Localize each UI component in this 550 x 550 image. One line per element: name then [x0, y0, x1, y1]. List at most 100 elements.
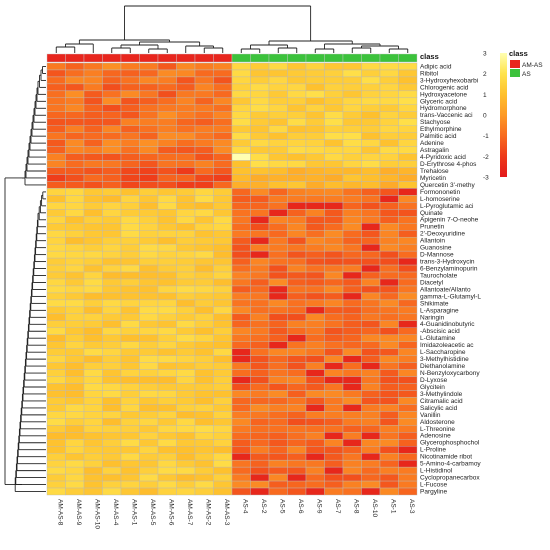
- heatmap-cell: [324, 452, 344, 461]
- heatmap-cell: [176, 466, 196, 475]
- heatmap-cell: [250, 167, 270, 175]
- class-bar-cell: [120, 53, 140, 63]
- heatmap-cell: [287, 271, 307, 280]
- heatmap-cell: [102, 473, 122, 482]
- heatmap-cell: [361, 271, 381, 280]
- heatmap-cell: [361, 181, 381, 189]
- heatmap-cell: [398, 432, 418, 440]
- heatmap-cell: [342, 202, 362, 210]
- column-label: AS-9: [315, 499, 322, 514]
- heatmap-cell: [120, 285, 140, 294]
- heatmap-cell: [65, 411, 85, 419]
- heatmap-cell: [120, 167, 140, 175]
- heatmap-cell: [231, 257, 251, 266]
- heatmap-cell: [213, 146, 233, 154]
- heatmap-cell: [176, 264, 196, 273]
- heatmap-cell: [83, 348, 103, 356]
- heatmap-cell: [176, 404, 196, 412]
- heatmap-cell: [379, 195, 399, 203]
- heatmap-cell: [342, 62, 362, 71]
- heatmap-cell: [342, 118, 362, 126]
- heatmap-cell: [102, 125, 122, 133]
- heatmap-cell: [398, 216, 418, 224]
- heatmap-cell: [139, 216, 159, 224]
- heatmap-cell: [139, 139, 159, 147]
- heatmap-cell: [287, 125, 307, 133]
- column-label: AM-AS-1: [130, 499, 137, 526]
- class-bar-cell: [83, 53, 103, 63]
- heatmap-cell: [398, 195, 418, 203]
- heatmap-cell: [120, 223, 140, 231]
- heatmap-cell: [120, 487, 140, 496]
- heatmap-cell: [305, 125, 325, 133]
- heatmap-cell: [287, 446, 307, 454]
- heatmap-cell: [83, 167, 103, 175]
- heatmap-cell: [268, 452, 288, 461]
- heatmap-cell: [324, 160, 344, 168]
- heatmap-cell: [268, 459, 288, 468]
- heatmap-cell: [361, 216, 381, 224]
- heatmap-cell: [361, 69, 381, 78]
- heatmap-cell: [83, 459, 103, 468]
- heatmap-cell: [120, 452, 140, 461]
- heatmap-cell: [83, 209, 103, 217]
- heatmap-cell: [120, 404, 140, 412]
- heatmap-cell: [231, 83, 251, 92]
- heatmap-cell: [324, 132, 344, 140]
- heatmap-cell: [231, 271, 251, 280]
- heatmap-cell: [324, 139, 344, 147]
- heatmap-cell: [398, 348, 418, 356]
- heatmap-cell: [213, 459, 233, 468]
- heatmap-cell: [268, 446, 288, 454]
- heatmap-cell: [268, 397, 288, 405]
- heatmap-cell: [342, 223, 362, 231]
- heatmap-cell: [398, 271, 418, 280]
- class-bar-cell: [139, 53, 159, 63]
- class-bar-cell: [305, 53, 325, 63]
- heatmap-cell: [324, 188, 344, 196]
- heatmap-cell: [213, 257, 233, 266]
- heatmap-cell: [398, 487, 418, 496]
- heatmap-cell: [268, 243, 288, 252]
- heatmap-cell: [268, 139, 288, 147]
- heatmap-cell: [83, 243, 103, 252]
- row-label: Diethanolamine: [420, 363, 466, 370]
- heatmap-cell: [46, 125, 66, 133]
- heatmap-cell: [287, 216, 307, 224]
- heatmap-cell: [65, 439, 85, 447]
- heatmap-cell: [46, 473, 66, 482]
- heatmap-cell: [157, 446, 177, 454]
- heatmap-cell: [361, 411, 381, 419]
- heatmap-cell: [46, 223, 66, 231]
- heatmap-cell: [231, 418, 251, 426]
- heatmap-cell: [102, 62, 122, 71]
- heatmap-cell: [231, 202, 251, 210]
- heatmap-cell: [268, 264, 288, 273]
- heatmap-cell: [268, 195, 288, 203]
- heatmap-cell: [176, 313, 196, 322]
- heatmap-cell: [83, 432, 103, 440]
- heatmap-cell: [46, 376, 66, 384]
- heatmap-cell: [120, 327, 140, 335]
- heatmap-cell: [379, 341, 399, 349]
- heatmap-cell: [342, 411, 362, 419]
- heatmap-cell: [83, 271, 103, 280]
- heatmap-cell: [361, 111, 381, 119]
- heatmap-cell: [268, 299, 288, 308]
- column-label: AS-10: [371, 499, 378, 517]
- heatmap-cell: [398, 230, 418, 238]
- heatmap-cell: [342, 257, 362, 266]
- heatmap-cell: [398, 83, 418, 92]
- heatmap-cell: [46, 466, 66, 475]
- heatmap-cell: [157, 397, 177, 405]
- heatmap-cell: [83, 216, 103, 224]
- heatmap-cell: [102, 306, 122, 315]
- heatmap-cell: [305, 167, 325, 175]
- heatmap-cell: [157, 452, 177, 461]
- heatmap-cell: [139, 459, 159, 468]
- heatmap-cell: [250, 153, 270, 161]
- heatmap-cell: [398, 480, 418, 489]
- heatmap-cell: [176, 390, 196, 398]
- heatmap-cell: [83, 125, 103, 133]
